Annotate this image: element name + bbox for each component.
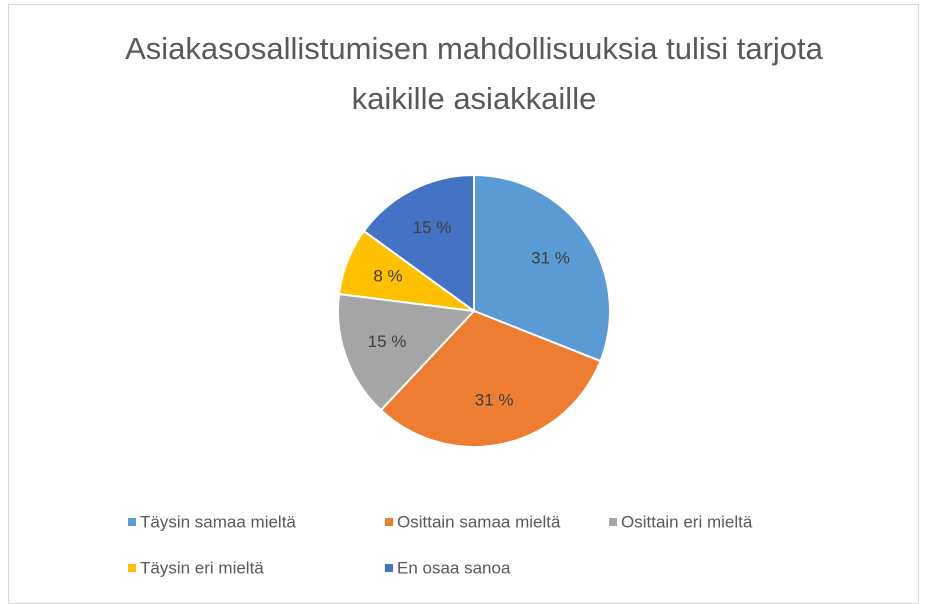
chart-title: Asiakasosallistumisen mahdollisuuksia tu… — [125, 31, 823, 116]
data-label: 31 % — [475, 391, 514, 410]
legend-marker — [128, 518, 136, 526]
pie-slice — [337, 292, 477, 412]
legend-marker — [128, 564, 136, 572]
pie-slice — [362, 173, 475, 313]
legend-label: Osittain eri mieltä — [621, 512, 753, 531]
legend-marker — [609, 518, 617, 526]
legend-label: Täysin eri mieltä — [140, 558, 264, 577]
data-label: 15 % — [368, 332, 407, 351]
data-label: 15 % — [413, 218, 452, 237]
legend-label: Täysin samaa mieltä — [140, 512, 296, 531]
legend-marker — [385, 518, 393, 526]
legend-marker — [385, 564, 393, 572]
data-label: 8 % — [373, 266, 402, 285]
pie-slice — [473, 173, 611, 363]
legend-label: En osaa sanoa — [397, 558, 511, 577]
data-label: 31 % — [531, 249, 570, 268]
legend-label: Osittain samaa mieltä — [397, 512, 561, 531]
pie-slice — [379, 309, 602, 448]
